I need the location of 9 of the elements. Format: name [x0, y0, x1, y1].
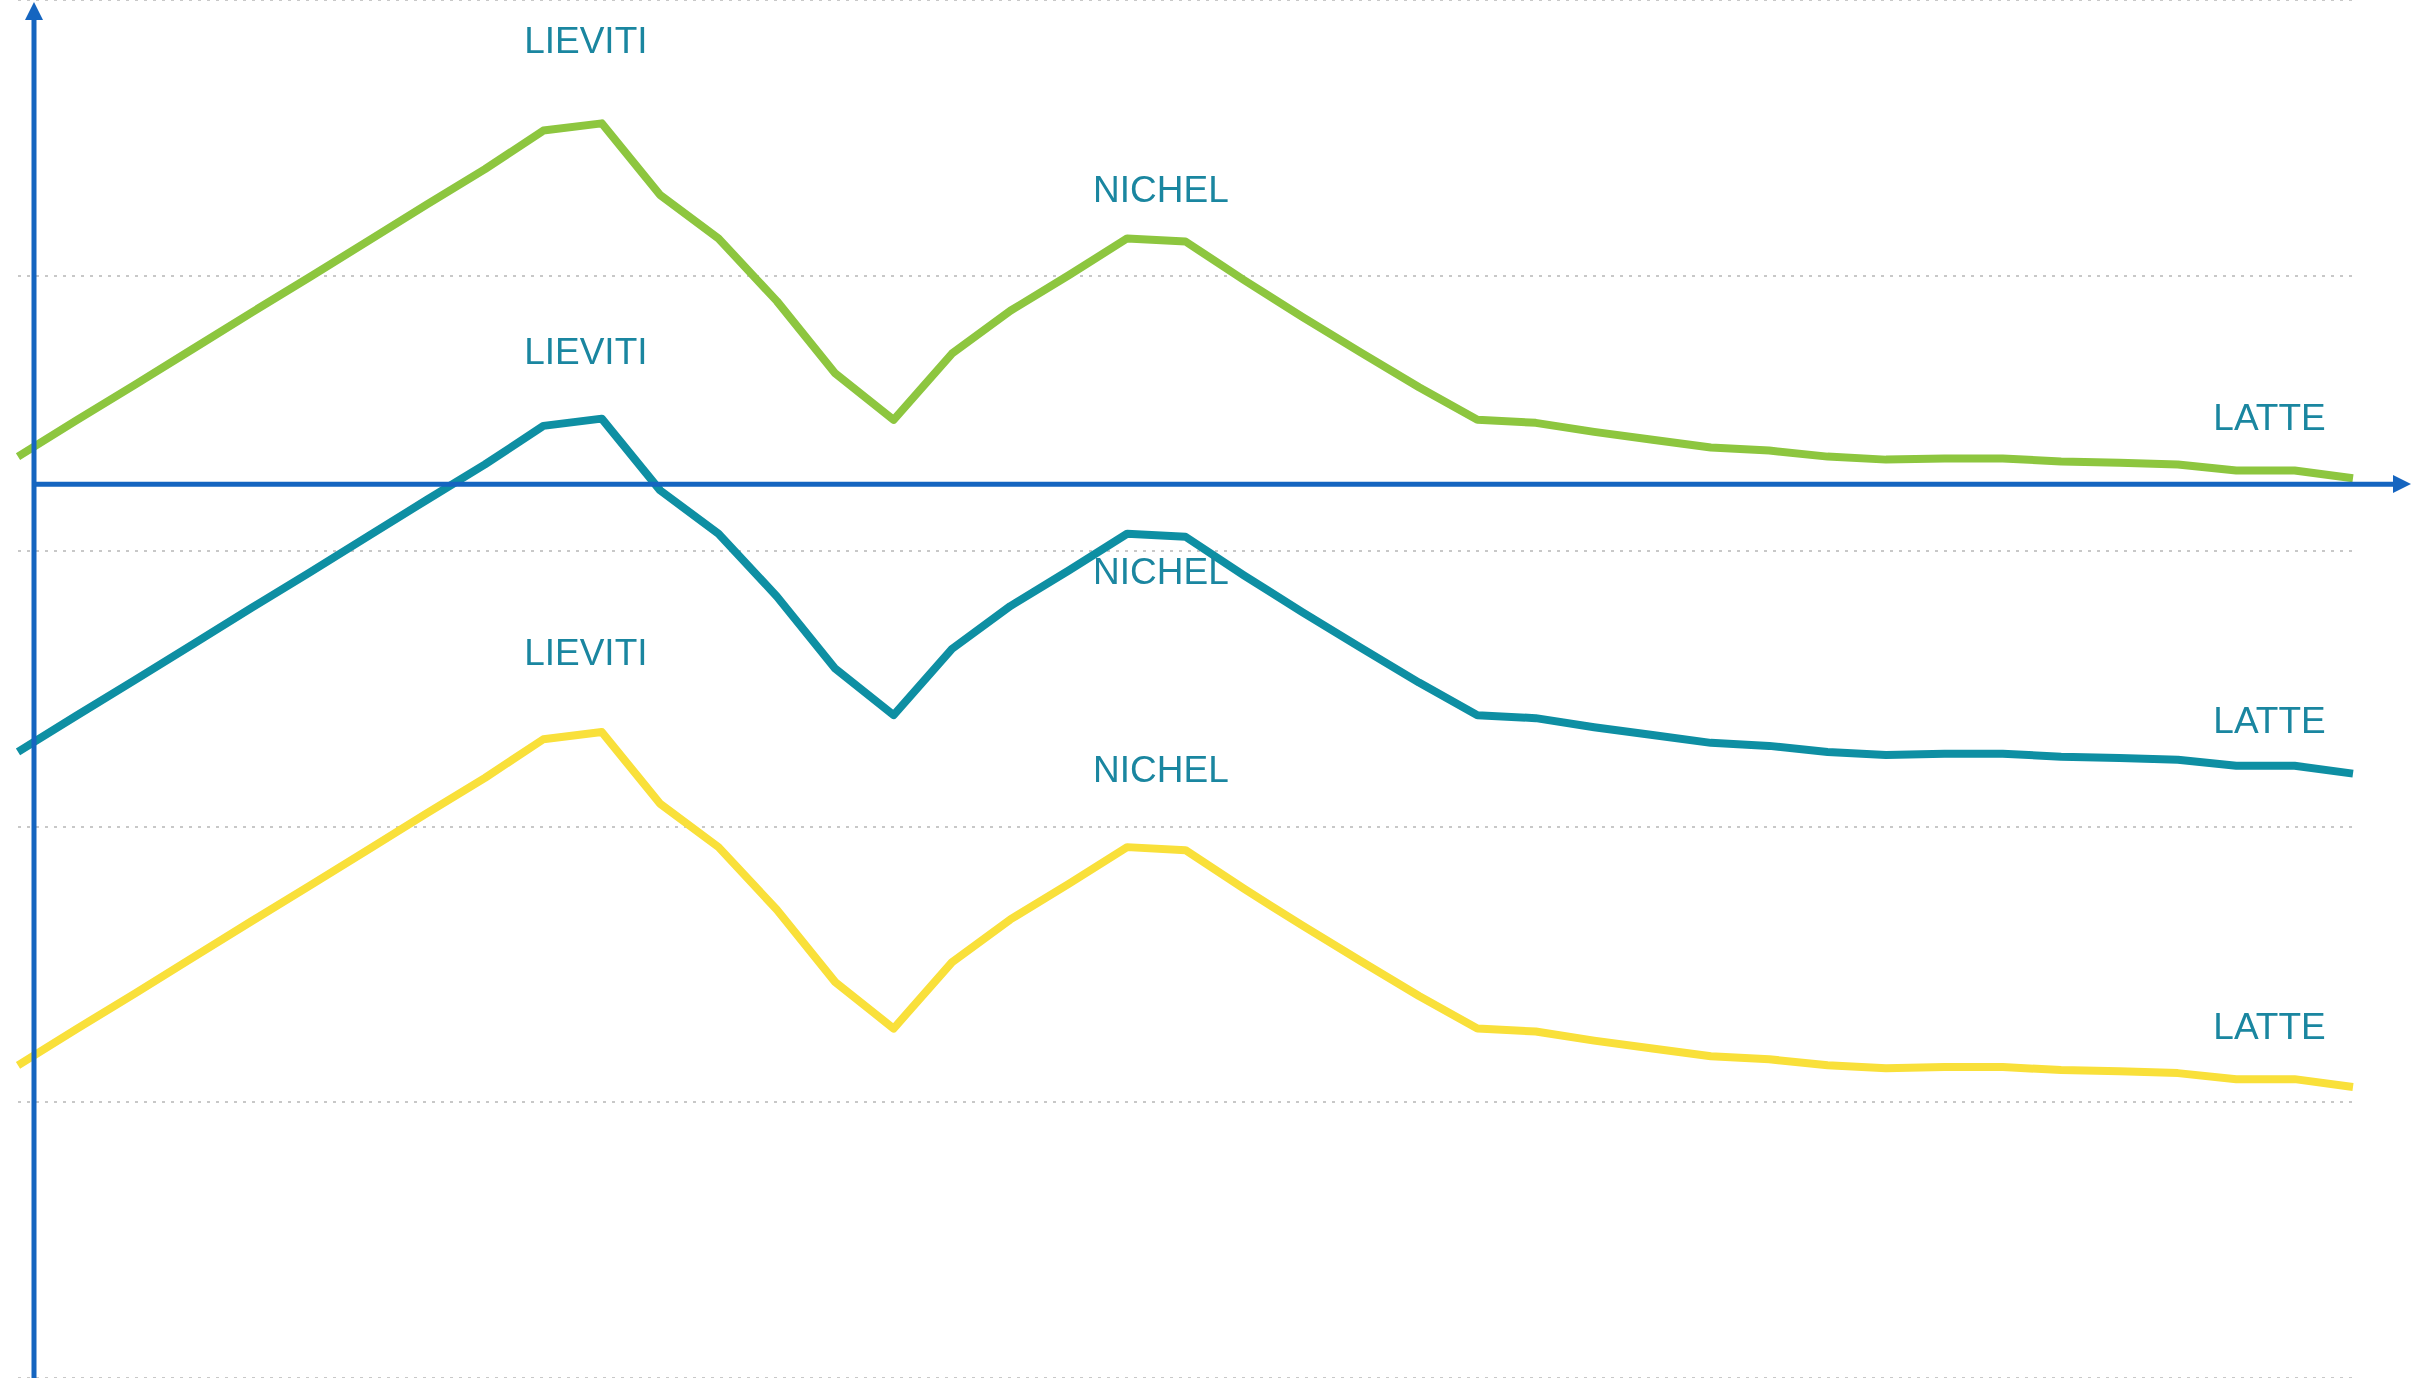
- annotation: NICHEL: [1093, 169, 1229, 211]
- annotation: LATTE: [2213, 1006, 2326, 1048]
- text: LIEVITI: [524, 20, 648, 62]
- annotation: LATTE: [2213, 700, 2326, 742]
- annotation: NICHEL: [1093, 749, 1229, 791]
- annotation: LATTE: [2213, 397, 2326, 439]
- annotation: NICHEL: [1093, 550, 1229, 592]
- annotation: LIEVITI: [524, 330, 648, 372]
- annotation: LIEVITI: [524, 632, 648, 674]
